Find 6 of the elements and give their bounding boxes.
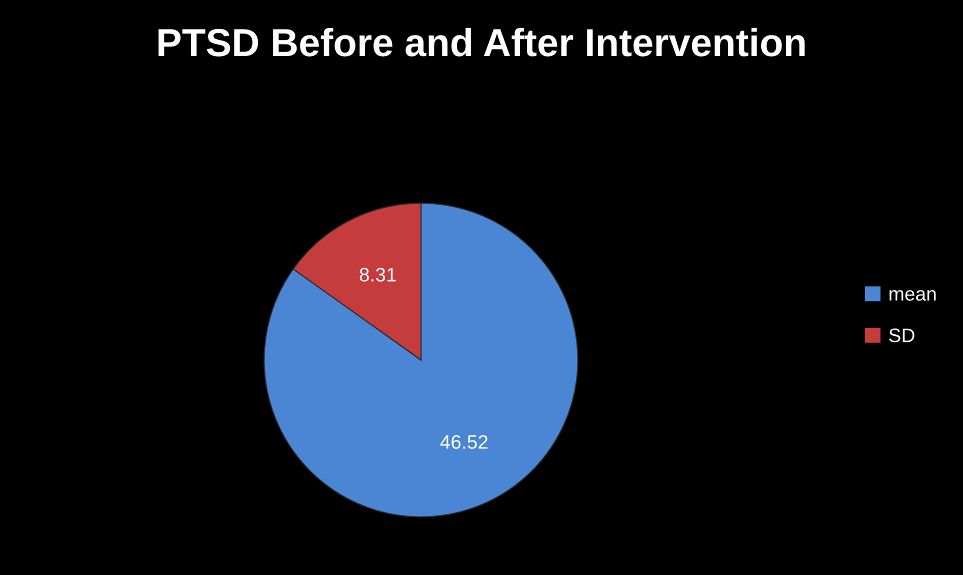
legend-label: SD (889, 328, 914, 342)
chart-title: PTSD Before and After Intervention (158, 28, 805, 56)
pie-slice (264, 202, 578, 518)
data-label: 46.52 (440, 435, 488, 449)
legend-label: mean (890, 290, 936, 301)
data-label: 8.31 (360, 268, 396, 282)
